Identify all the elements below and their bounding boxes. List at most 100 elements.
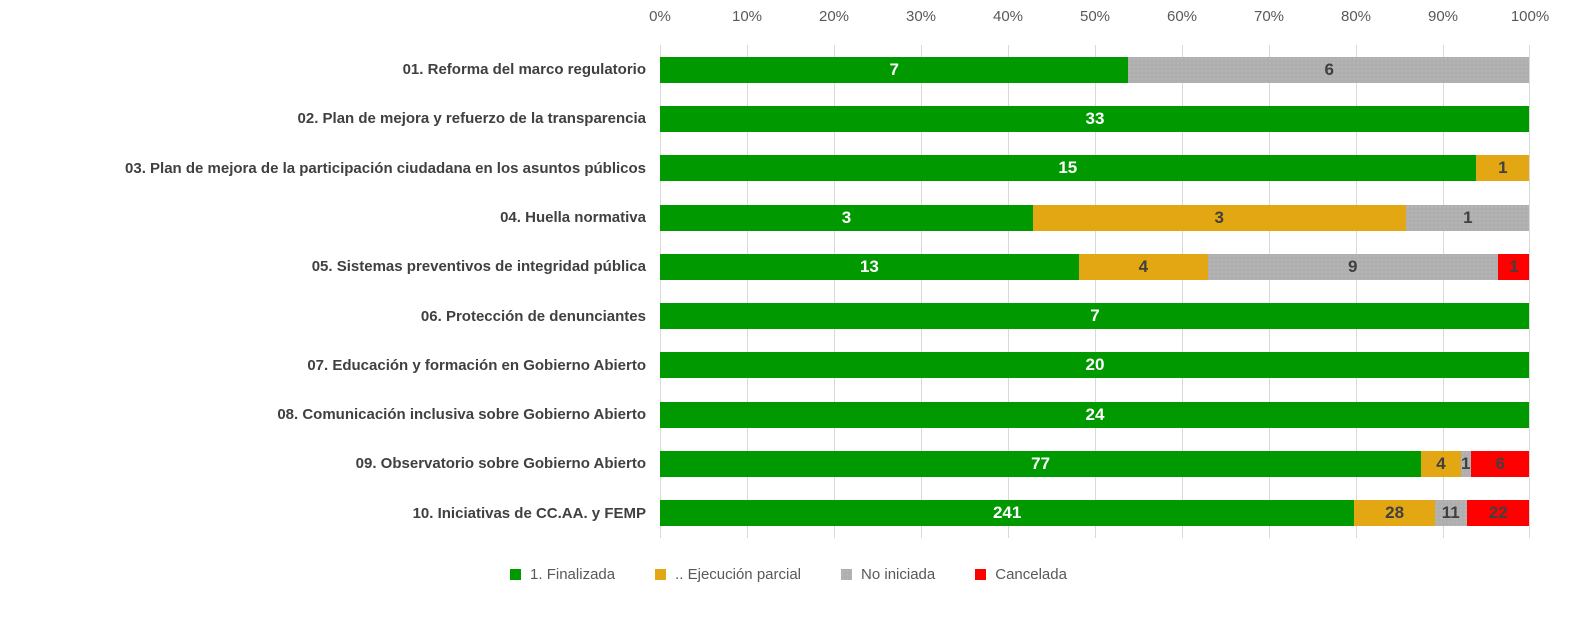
bar-segment-finalizada: 7 — [660, 56, 1129, 83]
bar-segment-finalizada: 7 — [660, 303, 1530, 330]
segment-value-label: 1 — [1460, 454, 1471, 474]
segment-value-label: 241 — [992, 503, 1022, 523]
category-label: 01. Reforma del marco regulatorio — [402, 61, 646, 79]
segment-value-label: 1 — [1463, 207, 1473, 227]
axis-tick-label: 100% — [1510, 8, 1550, 25]
plot-area: 7 6 33 15 1 3 3 1 13 4 9 1 7 20 24 77 4 1 6 241 28 11 22 — [660, 45, 1530, 538]
segment-value-label: 1 — [1509, 256, 1519, 276]
segment-value-label: 4 — [1436, 454, 1446, 474]
legend-item-cancelada: Cancelada — [975, 566, 1067, 583]
legend: 1. Finalizada .. Ejecución parcial No inic… — [0, 566, 1577, 583]
bar-segment-finalizada: 20 — [660, 352, 1530, 379]
segment-value-label: 15 — [1058, 158, 1078, 178]
segment-value-label: 28 — [1385, 503, 1405, 523]
segment-value-label: 6 — [1324, 59, 1334, 79]
axis-tick-label: 50% — [1079, 8, 1111, 25]
bar-segment-finalizada: 241 — [660, 500, 1355, 527]
category-label: 07. Educación y formación en Gobierno Ab… — [307, 356, 646, 374]
category-label: 04. Huella normativa — [500, 208, 646, 226]
legend-item-no-iniciada: No iniciada — [841, 566, 935, 583]
axis-tick-label: 80% — [1340, 8, 1372, 25]
legend-label: .. Ejecución parcial — [675, 565, 802, 583]
legend-swatch-icon — [510, 568, 522, 580]
segment-value-label: 7 — [1090, 306, 1100, 326]
bar-stack: 13 4 9 1 — [660, 253, 1530, 280]
bar-segment-no-iniciada: 1 — [1405, 204, 1530, 231]
category-label: 06. Protección de denunciantes — [420, 307, 646, 325]
segment-value-label: 77 — [1031, 454, 1051, 474]
axis-tick-label: 70% — [1253, 8, 1285, 25]
segment-value-label: 22 — [1488, 503, 1508, 523]
bar-segment-ejecucion-parcial: 1 — [1475, 155, 1530, 182]
segment-value-label: 3 — [1214, 207, 1224, 227]
bar-row: 15 1 — [660, 144, 1530, 193]
axis-tick-label: 0% — [649, 8, 671, 25]
bar-row: 7 — [660, 291, 1530, 340]
segment-value-label: 9 — [1348, 256, 1358, 276]
axis-tick-label: 40% — [992, 8, 1024, 25]
category-label: 05. Sistemas preventivos de integridad p… — [311, 258, 646, 276]
legend-item-finalizada: 1. Finalizada — [510, 566, 615, 583]
axis-tick-label: 10% — [731, 8, 763, 25]
bar-stack: 241 28 11 22 — [660, 500, 1530, 527]
bar-segment-finalizada: 77 — [660, 451, 1422, 478]
bar-segment-ejecucion-parcial: 4 — [1078, 253, 1208, 280]
category-label: 10. Iniciativas de CC.AA. y FEMP — [412, 504, 646, 522]
legend-swatch-icon — [975, 568, 987, 580]
bar-segment-cancelada: 1 — [1497, 253, 1530, 280]
bar-segment-finalizada: 3 — [660, 204, 1033, 231]
bar-segment-no-iniciada: 11 — [1434, 500, 1467, 527]
bar-segment-finalizada: 13 — [660, 253, 1079, 280]
legend-label: No iniciada — [861, 565, 936, 583]
bar-segment-ejecucion-parcial: 28 — [1354, 500, 1435, 527]
segment-value-label: 6 — [1495, 454, 1506, 474]
bar-segment-finalizada: 15 — [660, 155, 1476, 182]
bar-row: 241 28 11 22 — [660, 489, 1530, 538]
bar-stack: 33 — [660, 105, 1530, 132]
bar-segment-cancelada: 22 — [1466, 500, 1530, 527]
segment-value-label: 24 — [1085, 404, 1105, 424]
bar-segment-no-iniciada: 6 — [1128, 56, 1530, 83]
category-label: 08. Comunicación inclusiva sobre Gobiern… — [277, 406, 646, 424]
category-label: 03. Plan de mejora de la participación c… — [125, 159, 646, 177]
axis-tick-label: 20% — [818, 8, 850, 25]
segment-value-label: 13 — [859, 256, 879, 276]
bar-stack: 15 1 — [660, 155, 1530, 182]
x-axis-ticks: 0% 10% 20% 30% 40% 50% 60% 70% 80% 90% 100% — [649, 0, 1549, 45]
segment-value-label: 11 — [1441, 503, 1460, 523]
bar-row: 77 4 1 6 — [660, 439, 1530, 488]
legend-swatch-icon — [841, 568, 853, 580]
bar-row: 24 — [660, 390, 1530, 439]
bar-row: 33 — [660, 94, 1530, 143]
bar-stack: 77 4 1 6 — [660, 451, 1530, 478]
segment-value-label: 20 — [1085, 355, 1105, 375]
bar-stack: 24 — [660, 401, 1530, 428]
bar-segment-ejecucion-parcial: 4 — [1421, 451, 1461, 478]
bar-segment-cancelada: 6 — [1470, 451, 1530, 478]
segment-value-label: 1 — [1498, 158, 1508, 178]
category-label: 02. Plan de mejora y refuerzo de la tran… — [297, 110, 646, 128]
bar-segment-no-iniciada: 9 — [1207, 253, 1498, 280]
bar-segment-finalizada: 33 — [660, 105, 1530, 132]
axis-spacer — [0, 0, 660, 45]
axis-tick-label: 90% — [1427, 8, 1459, 25]
segment-value-label: 33 — [1085, 108, 1105, 128]
bar-segment-finalizada: 24 — [660, 401, 1530, 428]
legend-item-ejecucion-parcial: .. Ejecución parcial — [655, 566, 801, 583]
segment-value-label: 7 — [889, 59, 899, 79]
segment-value-label: 3 — [841, 207, 852, 227]
chart-body: 01. Reforma del marco regulatorio 02. Pla… — [0, 45, 1577, 538]
axis-tick-label: 30% — [905, 8, 937, 25]
bar-stack: 3 3 1 — [660, 204, 1530, 231]
bar-stack: 7 — [660, 303, 1530, 330]
bar-row: 3 3 1 — [660, 193, 1530, 242]
legend-label: Cancelada — [995, 565, 1067, 583]
legend-swatch-icon — [655, 568, 667, 580]
legend-label: 1. Finalizada — [530, 565, 616, 583]
axis-tick-label: 60% — [1166, 8, 1198, 25]
bar-segment-no-iniciada: 1 — [1460, 451, 1471, 478]
category-labels: 01. Reforma del marco regulatorio 02. Pla… — [0, 45, 660, 538]
